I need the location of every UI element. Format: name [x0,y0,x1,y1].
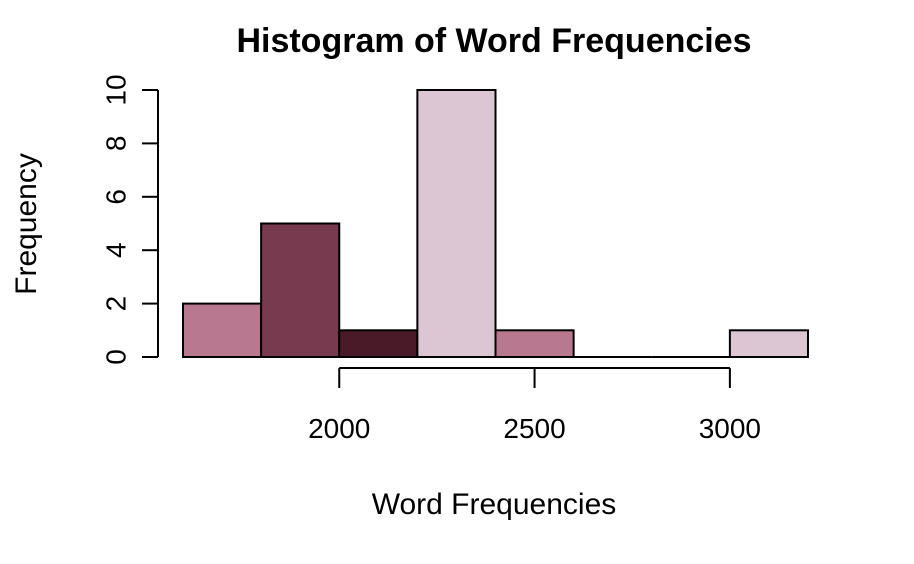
x-tick-label: 2000 [308,413,370,444]
chart-title: Histogram of Word Frequencies [236,22,751,60]
y-tick-label: 8 [100,136,131,152]
histogram-bar [260,222,341,358]
y-axis: 0 2 4 6 8 10 [100,74,159,365]
x-tick-label: 3000 [699,413,761,444]
y-tick-label: 10 [100,74,131,105]
y-tick-label: 4 [100,242,131,258]
y-axis-label: Frequency [10,153,43,295]
y-tick-label: 0 [100,349,131,365]
histogram-bar [182,302,263,359]
x-axis-label: Word Frequencies [372,488,617,521]
histogram-bar [728,329,809,358]
x-axis: 2000 2500 3000 [308,367,761,444]
y-tick-label: 6 [100,189,131,205]
histogram-bar [494,329,575,358]
histogram-bar [416,89,497,358]
y-tick-label: 2 [100,296,131,312]
x-tick-label: 2500 [503,413,565,444]
bars-group [182,89,809,359]
histogram-bar [338,329,419,358]
